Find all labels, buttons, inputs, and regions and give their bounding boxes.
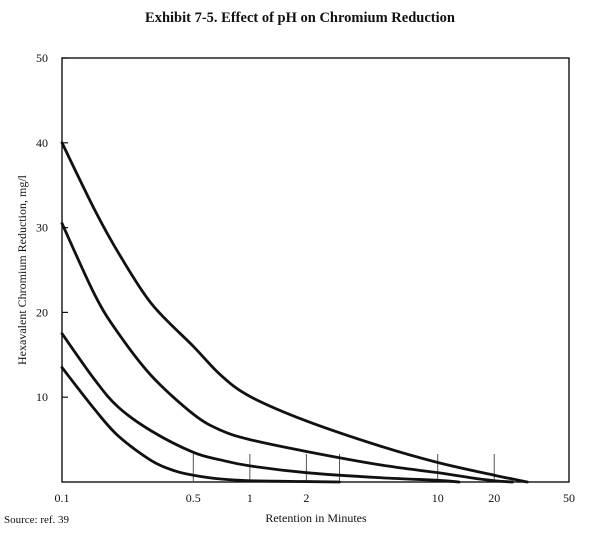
y-tick-label: 10: [36, 390, 48, 404]
y-tick-label: 30: [36, 221, 48, 235]
y-tick-label: 20: [36, 305, 48, 319]
chart-source: Source: ref. 39: [4, 514, 70, 526]
y-axis-label: Hexavalent Chromium Reduction, mg/l: [15, 174, 29, 365]
x-tick-label: 0.5: [186, 491, 201, 505]
series-lines: [60, 141, 529, 484]
x-tick-label: 0.1: [55, 491, 70, 505]
y-tick-label: 50: [36, 51, 48, 65]
series-line-4: [60, 366, 341, 484]
x-axis-label: Retention in Minutes: [265, 511, 367, 525]
y-ticks: 10 20 30 40 50: [36, 51, 68, 404]
x-tick-label: 10: [432, 491, 444, 505]
series-line-3: [60, 332, 461, 484]
x-tick-label: 1: [247, 491, 253, 505]
x-ticks: 0.1 0.5 1 2 10 20 50: [55, 491, 576, 505]
series-line-1: [60, 141, 529, 484]
plot-frame: [61, 57, 570, 483]
x-tick-label: 50: [563, 491, 575, 505]
x-tick-label: 20: [488, 491, 500, 505]
y-tick-label: 40: [36, 136, 48, 150]
series-line-2: [60, 221, 514, 484]
x-tick-label: 2: [303, 491, 309, 505]
chart-title: Exhibit 7-5. Effect of pH on Chromium Re…: [145, 10, 455, 26]
